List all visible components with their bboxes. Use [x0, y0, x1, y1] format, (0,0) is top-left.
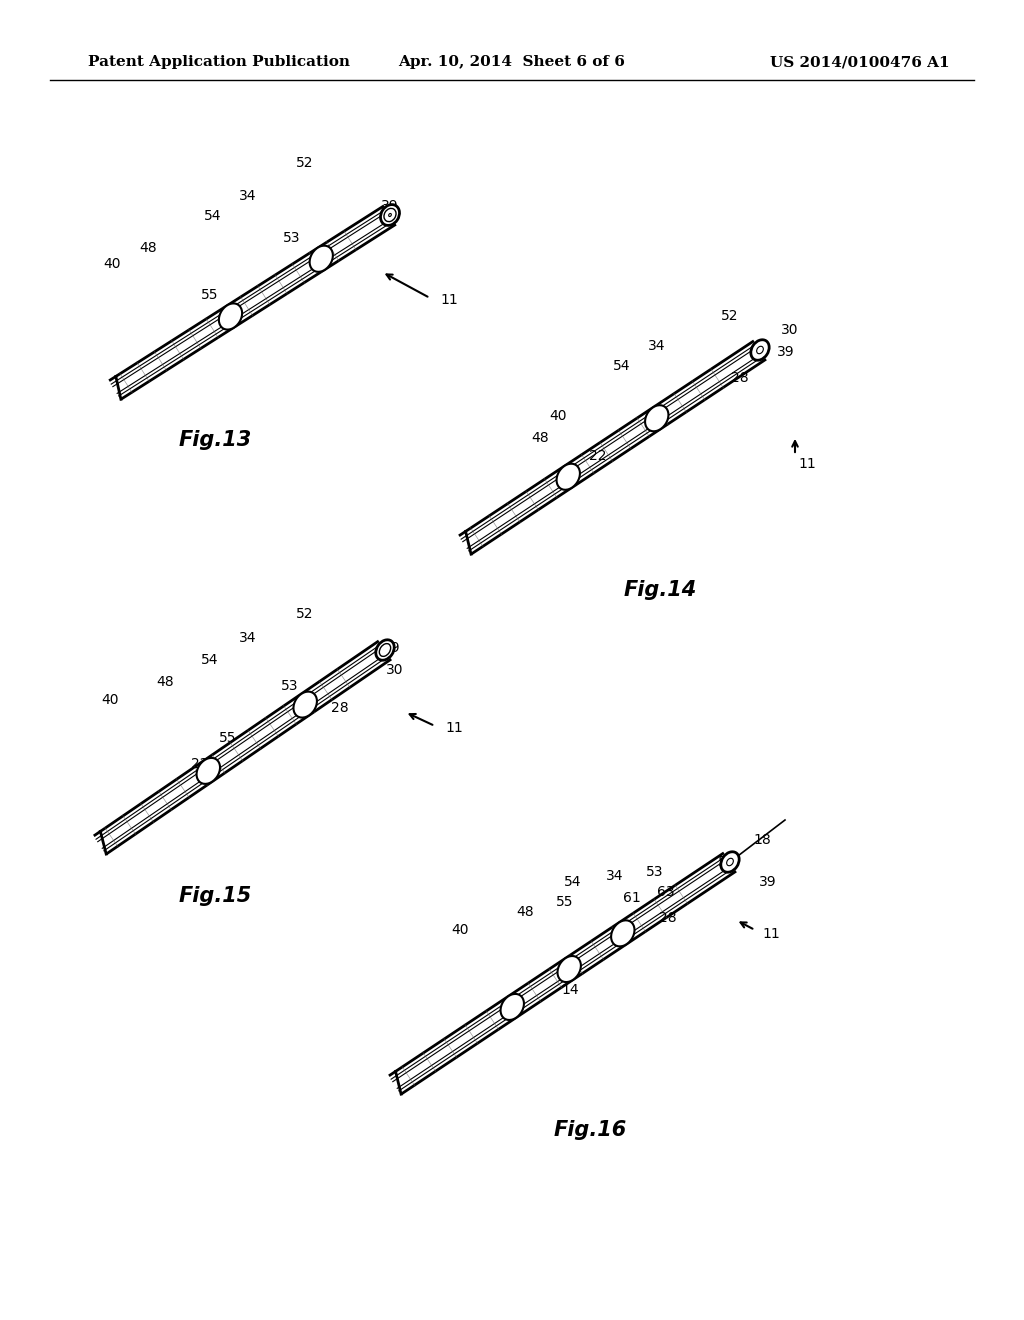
Text: Fig.15: Fig.15 — [178, 886, 252, 906]
Text: 48: 48 — [516, 906, 534, 919]
Text: 54: 54 — [204, 209, 222, 223]
Text: 11: 11 — [440, 293, 458, 308]
Text: 22: 22 — [589, 449, 607, 463]
Ellipse shape — [757, 346, 763, 354]
Text: 54: 54 — [613, 359, 631, 374]
Text: 55: 55 — [219, 731, 237, 744]
Ellipse shape — [379, 644, 390, 656]
Ellipse shape — [381, 205, 399, 226]
Text: 34: 34 — [648, 339, 666, 352]
Text: 61: 61 — [624, 891, 641, 906]
Ellipse shape — [557, 956, 581, 982]
Text: 14: 14 — [561, 983, 579, 997]
Text: 34: 34 — [240, 189, 257, 203]
Text: 52: 52 — [718, 855, 736, 869]
Text: 52: 52 — [721, 309, 738, 323]
Text: 52: 52 — [296, 607, 313, 620]
Text: 53: 53 — [646, 865, 664, 879]
Text: 18: 18 — [753, 833, 771, 847]
Text: 28: 28 — [659, 911, 677, 925]
Text: 30: 30 — [386, 663, 403, 677]
Text: Fig.14: Fig.14 — [624, 579, 696, 601]
Ellipse shape — [501, 994, 524, 1020]
Text: 11: 11 — [798, 457, 816, 471]
Text: 55: 55 — [556, 895, 573, 909]
Ellipse shape — [376, 640, 394, 660]
Text: US 2014/0100476 A1: US 2014/0100476 A1 — [770, 55, 950, 69]
Ellipse shape — [727, 858, 733, 866]
Text: 54: 54 — [564, 875, 582, 888]
Text: 52: 52 — [296, 156, 313, 170]
Text: 40: 40 — [101, 693, 119, 708]
Ellipse shape — [721, 851, 739, 873]
Text: 54: 54 — [202, 653, 219, 667]
Text: 40: 40 — [452, 923, 469, 937]
Text: 53: 53 — [282, 678, 299, 693]
Text: 39: 39 — [381, 199, 398, 213]
Text: 40: 40 — [103, 257, 121, 271]
Text: 53: 53 — [284, 231, 301, 246]
Text: 11: 11 — [445, 721, 463, 735]
Text: 34: 34 — [240, 631, 257, 645]
Text: 28: 28 — [331, 701, 349, 715]
Text: Apr. 10, 2014  Sheet 6 of 6: Apr. 10, 2014 Sheet 6 of 6 — [398, 55, 626, 69]
Text: 48: 48 — [531, 432, 549, 445]
Text: 30: 30 — [781, 323, 799, 337]
Text: 39: 39 — [759, 875, 777, 888]
Text: 28: 28 — [731, 371, 749, 385]
Text: Patent Application Publication: Patent Application Publication — [88, 55, 350, 69]
Ellipse shape — [645, 405, 669, 432]
Text: 55: 55 — [202, 288, 219, 302]
Text: Fig.16: Fig.16 — [553, 1119, 627, 1140]
Ellipse shape — [309, 246, 333, 272]
Ellipse shape — [197, 758, 220, 784]
Text: 48: 48 — [139, 242, 157, 255]
Ellipse shape — [751, 339, 769, 360]
Ellipse shape — [384, 209, 396, 222]
Text: 22: 22 — [191, 756, 209, 771]
Ellipse shape — [294, 692, 317, 718]
Text: 39: 39 — [777, 345, 795, 359]
Text: 39: 39 — [383, 642, 400, 655]
Ellipse shape — [219, 304, 242, 330]
Text: 11: 11 — [762, 927, 779, 941]
Text: 40: 40 — [549, 409, 566, 422]
Text: 63: 63 — [657, 884, 675, 899]
Text: Fig.13: Fig.13 — [178, 430, 252, 450]
Text: 48: 48 — [157, 675, 174, 689]
Text: 34: 34 — [606, 869, 624, 883]
Ellipse shape — [557, 463, 580, 490]
Ellipse shape — [611, 920, 635, 946]
